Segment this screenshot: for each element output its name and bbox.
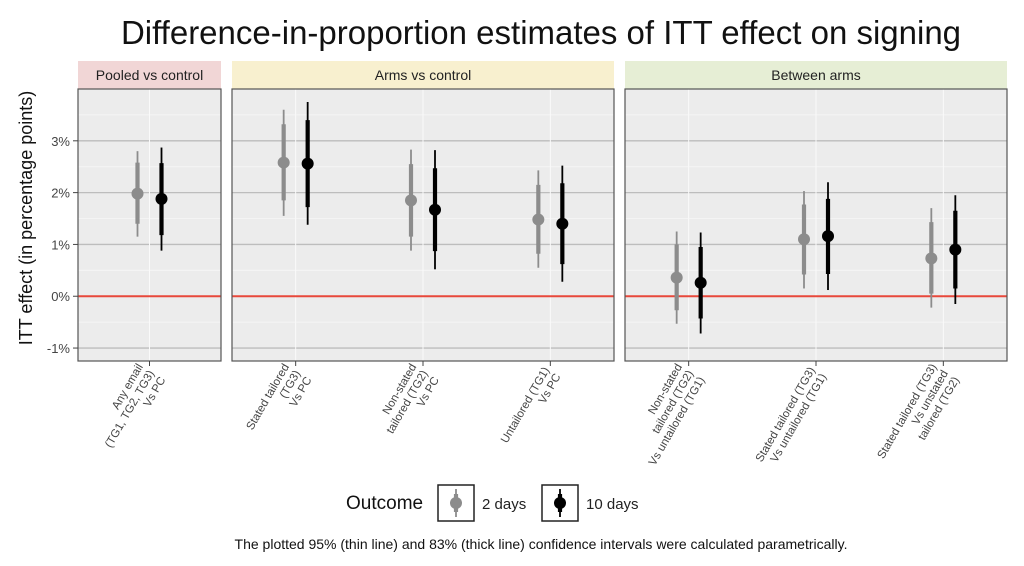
legend-entry-label: 10 days: [586, 496, 639, 513]
series-2-days: [131, 109, 938, 324]
point-estimate: [301, 157, 314, 170]
point-estimate: [277, 156, 290, 169]
facet-strip-label: Between arms: [771, 67, 860, 83]
facet-panels: Pooled vs control Arms vs control Between …: [77, 61, 1008, 366]
point-estimate: [798, 233, 810, 246]
point-estimate: [131, 187, 144, 200]
x-tick-label: Any email(TG1, TG2, TG3)Vs PC: [92, 362, 169, 457]
x-tick-label: Non-statedtailored (TG2)Vs PC: [373, 362, 441, 443]
y-tick-label: 1%: [51, 237, 70, 252]
y-axis-label: ITT effect (in percentage points): [16, 91, 36, 345]
y-tick-label: 0%: [51, 289, 70, 304]
series-10-days: [155, 101, 962, 334]
point-estimate: [694, 276, 707, 289]
legend-key-point: [450, 497, 462, 509]
x-tick-label: Non-statedtailored (TG2)Vs untailored (T…: [624, 362, 707, 468]
y-tick-label: -1%: [47, 341, 71, 356]
y-axis: -1% 0% 1% 2% 3%: [47, 134, 78, 356]
point-estimate: [429, 203, 441, 216]
legend: Outcome 2 days 10 days: [346, 484, 639, 522]
x-axis-labels: Any email(TG1, TG2, TG3)Vs PC Stated tail…: [92, 362, 963, 474]
legend-entry: 10 days: [541, 484, 639, 522]
facet-strip: [78, 61, 221, 89]
point-estimate: [670, 271, 683, 284]
facet-panel: Between arms: [624, 61, 1008, 366]
legend-entry: 2 days: [437, 484, 526, 522]
point-estimate: [405, 194, 417, 207]
point-estimate: [822, 230, 834, 243]
x-tick-label: Stated tailored(TG3)Vs PC: [245, 362, 315, 445]
facet-panel: Pooled vs control: [77, 61, 222, 366]
legend-key-point: [554, 497, 566, 509]
point-estimate: [532, 213, 545, 226]
x-tick-label: Stated tailored (TG3)Vs unstatedtailored…: [876, 362, 963, 474]
facet-strip-label: Arms vs control: [375, 67, 471, 83]
facet-strip: [625, 61, 1007, 89]
point-estimate: [556, 217, 569, 230]
y-tick-label: 3%: [51, 134, 70, 149]
x-tick-label: Untailored (TG1)Vs PC: [499, 365, 564, 452]
facet-strip: [232, 61, 614, 89]
x-tick-label: Stated tailored (TG3)Vs untailored (TG1): [754, 365, 829, 471]
legend-title: Outcome: [346, 493, 423, 514]
facet-panel: Arms vs control: [231, 61, 615, 366]
chart-title: Difference-in-proportion estimates of IT…: [121, 14, 961, 51]
legend-entry-label: 2 days: [482, 496, 526, 513]
point-estimate: [949, 243, 962, 256]
chart-caption: The plotted 95% (thin line) and 83% (thi…: [235, 536, 848, 552]
facet-strip-label: Pooled vs control: [96, 67, 203, 83]
point-estimate: [925, 252, 938, 265]
y-tick-label: 2%: [51, 186, 70, 201]
point-estimate: [155, 192, 168, 205]
